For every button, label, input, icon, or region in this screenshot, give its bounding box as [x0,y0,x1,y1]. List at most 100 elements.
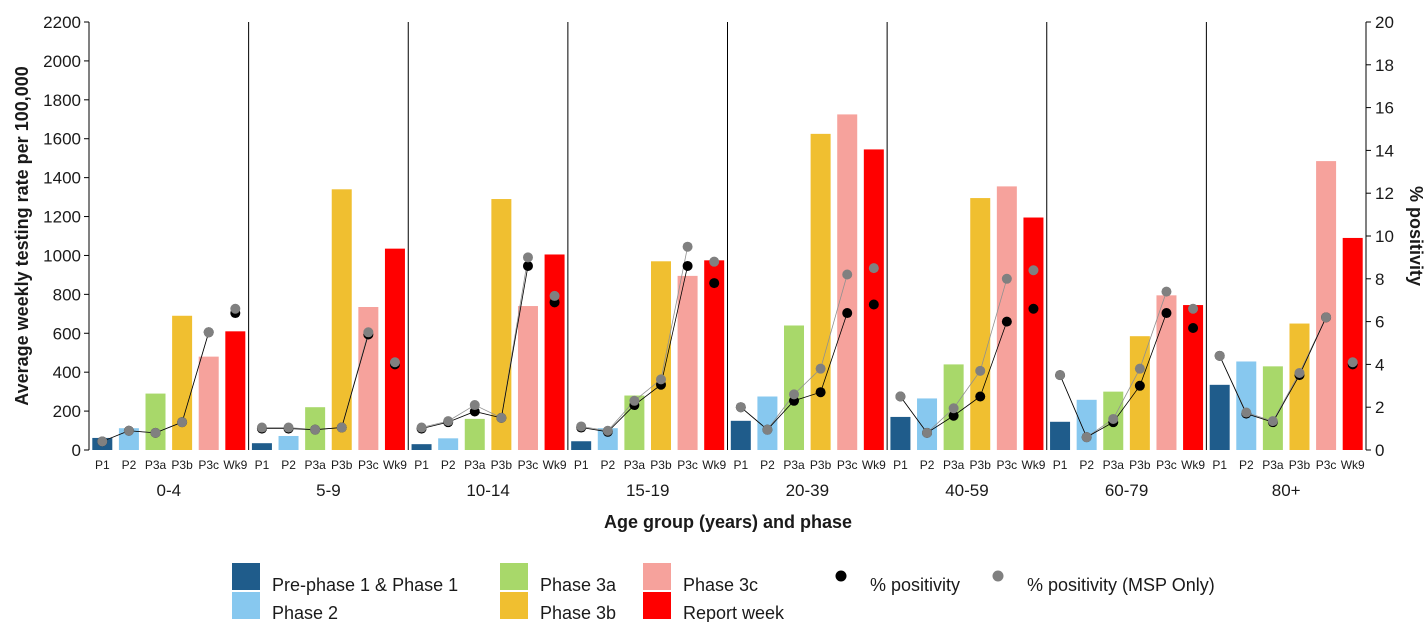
y2-axis-title: % positivity [1406,186,1426,286]
bar [1262,366,1283,450]
positivity-msp-point [522,252,533,263]
phase-tick-label: Wk9 [702,458,726,472]
legend-label-pre-phase-1: Pre-phase 1 & Phase 1 [272,575,458,595]
y-tick-label: 800 [53,285,81,304]
y2-tick-label: 20 [1375,13,1394,32]
positivity-point [682,260,693,271]
legend-label-report-week: Report week [683,603,785,622]
positivity-msp-point [1347,357,1358,368]
phase-tick-label: P3c [518,458,539,472]
phase-tick-label: P3c [1316,458,1337,472]
phase-tick-label: P3a [1262,458,1284,472]
bar [650,261,671,450]
positivity-msp-point [868,263,879,274]
positivity-msp-point [389,357,400,368]
y2-tick-label: 12 [1375,184,1394,203]
bar [1050,421,1071,450]
phase-tick-label: P3a [464,458,486,472]
phase-tick-label: P3c [677,458,698,472]
bar [1183,305,1204,450]
bar [118,428,139,450]
age-group-label: 5-9 [316,481,341,500]
bar [1023,217,1044,450]
positivity-msp-point [922,427,933,438]
y2-tick-label: 8 [1375,270,1384,289]
bar [917,398,938,450]
positivity-msp-point [576,421,587,432]
positivity-msp-point [203,327,214,338]
phase-tick-label: P1 [893,458,908,472]
positivity-msp-point [230,303,241,314]
positivity-msp-point [1001,273,1012,284]
positivity-point [1134,380,1145,391]
phase-tick-label: P1 [255,458,270,472]
positivity-msp-point [416,422,427,433]
legend-swatch-report-week [643,592,671,619]
phase-tick-label: Wk9 [1181,458,1205,472]
y2-tick-label: 10 [1375,227,1394,246]
bar [810,133,831,450]
bar [358,307,379,450]
positivity-msp-point [1188,303,1199,314]
legend-label-positivity-msp: % positivity (MSP Only) [1027,575,1215,595]
legend-swatch-phase-3a [500,563,528,590]
phase-tick-label: P3c [358,458,379,472]
positivity-msp-point [1055,370,1066,381]
phase-tick-label: P3a [783,458,805,472]
positivity-msp-point [1294,367,1305,378]
positivity-point [868,299,879,310]
age-group-label: 80+ [1272,481,1301,500]
y-tick-label: 1000 [43,246,81,265]
bar [491,199,512,450]
phase-tick-label: Wk9 [543,458,567,472]
positivity-msp-point [1214,350,1225,361]
phase-tick-label: P1 [733,458,748,472]
phase-tick-label: P3b [331,458,353,472]
positivity-msp-point [815,363,826,374]
positivity-msp-point [496,412,507,423]
bar [331,189,352,451]
bar [677,275,698,450]
phase-tick-label: P2 [600,458,615,472]
x-axis-title: Age group (years) and phase [604,512,852,532]
positivity-msp-point [1134,363,1145,374]
y-axis-title: Average weekly testing rate per 100,000 [12,66,32,406]
positivity-msp-point [1267,416,1278,427]
phase-tick-label: P1 [414,458,429,472]
bar [890,416,911,450]
phase-tick-label: P2 [760,458,775,472]
positivity-msp-point [1028,265,1039,276]
y2-tick-label: 6 [1375,313,1384,332]
y-ticks-right: 0 2 4 6 8 10 12 14 16 18 20 [1366,13,1394,460]
bar [225,331,246,450]
positivity-msp-point [123,425,134,436]
phase-tick-label: Wk9 [1021,458,1045,472]
y-tick-label: 400 [53,363,81,382]
positivity-msp-point [1161,286,1172,297]
y2-tick-label: 18 [1375,56,1394,75]
bar [517,306,538,450]
phase-tick-label: P3a [943,458,965,472]
bar [757,396,778,450]
legend-label-phase-2: Phase 2 [272,603,338,622]
phase-tick-label: P3a [145,458,167,472]
bar [145,393,166,450]
phase-tick-label: P3b [171,458,193,472]
positivity-msp-point [177,417,188,428]
y-tick-label: 200 [53,402,81,421]
bar [1129,336,1150,450]
bar [597,428,618,450]
phase-tick-label: P2 [281,458,296,472]
legend-label-phase-3c: Phase 3c [683,575,758,595]
y2-tick-label: 0 [1375,441,1384,460]
legend-swatch-phase-3b [500,592,528,619]
y-tick-label: 1200 [43,208,81,227]
bar [1342,237,1363,450]
bar [1236,361,1257,450]
legend: Pre-phase 1 & Phase 1 Phase 2 Phase 3a P… [232,563,1215,622]
phase-tick-label: P1 [1212,458,1227,472]
bar [438,438,459,450]
positivity-msp-point [975,365,986,376]
bar [384,248,405,450]
positivity-points [97,241,1358,447]
